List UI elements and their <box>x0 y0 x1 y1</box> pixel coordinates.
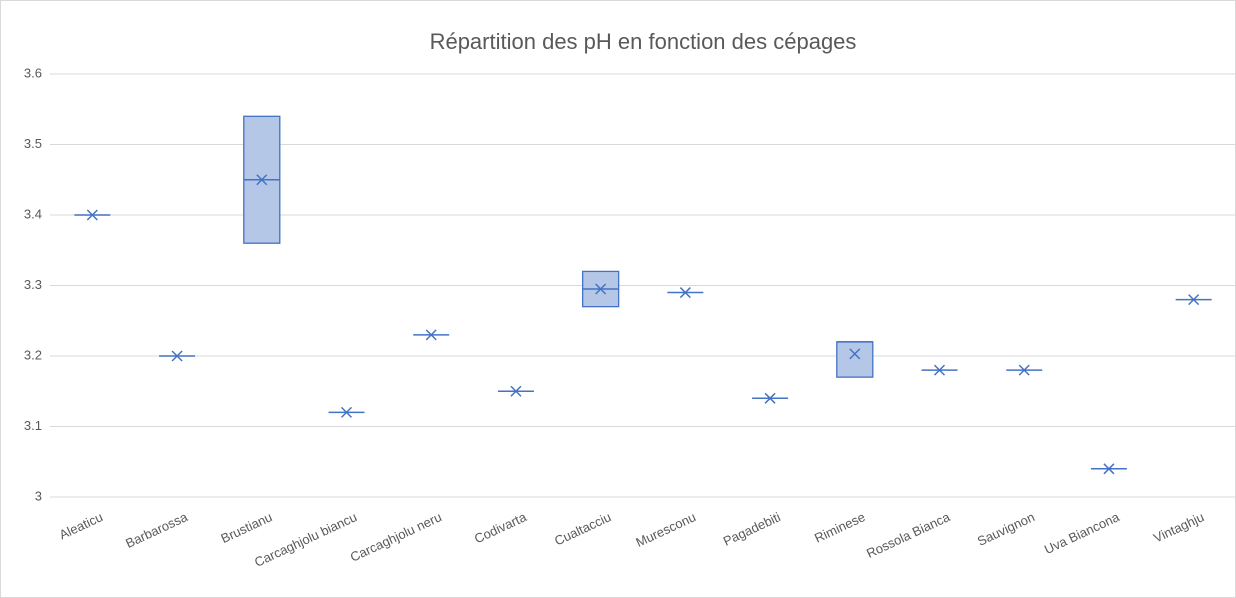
y-tick-label: 3.1 <box>24 418 42 433</box>
mean-marker <box>340 406 353 418</box>
y-tick-label: 3.3 <box>24 277 42 292</box>
y-tick-label: 3.5 <box>24 136 42 151</box>
y-tick-label: 3 <box>35 488 42 503</box>
mean-marker <box>171 350 183 362</box>
mean-marker <box>764 392 776 404</box>
mean-marker <box>425 329 437 341</box>
mean-marker <box>256 174 268 186</box>
mean-marker <box>1188 294 1200 306</box>
mean-marker <box>1103 463 1115 475</box>
box <box>836 341 874 378</box>
y-tick-label: 3.2 <box>24 347 42 362</box>
mean-marker <box>679 287 691 299</box>
mean-marker <box>595 283 607 295</box>
y-tick-label: 3.4 <box>24 206 42 221</box>
mean-marker <box>849 348 861 360</box>
chart-title: Répartition des pH en fonction des cépag… <box>430 29 857 54</box>
mean-marker <box>933 364 946 376</box>
y-tick-label: 3.6 <box>24 65 42 80</box>
mean-marker <box>510 385 522 397</box>
mean-marker <box>1018 364 1030 376</box>
mean-marker <box>86 209 98 221</box>
